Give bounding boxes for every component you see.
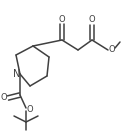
Text: O: O	[109, 45, 115, 53]
Text: O: O	[1, 94, 7, 102]
Text: O: O	[27, 105, 33, 113]
Text: O: O	[59, 15, 65, 23]
Text: N: N	[13, 69, 21, 79]
Text: O: O	[89, 15, 95, 24]
